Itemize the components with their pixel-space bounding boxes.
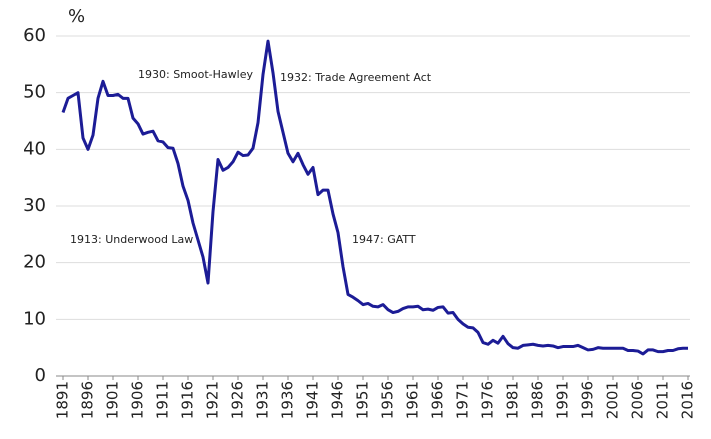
x-tick-label: 1916 xyxy=(179,381,197,419)
x-tick-label: 1956 xyxy=(379,381,397,419)
x-tick-label: 1906 xyxy=(129,381,147,419)
data-line xyxy=(61,39,688,356)
y-tick-label: 0 xyxy=(35,365,46,386)
x-tick-label: 1911 xyxy=(154,381,172,419)
x-tick-label: 1921 xyxy=(204,381,222,419)
x-tick-label: 1986 xyxy=(529,381,547,419)
annotation: 1913: Underwood Law xyxy=(70,233,193,246)
x-tick-label: 1976 xyxy=(479,381,497,419)
y-tick-label: 50 xyxy=(23,82,46,103)
x-tick-label: 1896 xyxy=(79,381,97,419)
x-tick-label: 1996 xyxy=(579,381,597,419)
annotation: 1930: Smoot-Hawley xyxy=(138,68,253,81)
x-tick-label: 1936 xyxy=(279,381,297,419)
x-tick-label: 1951 xyxy=(354,381,372,419)
x-tick-label: 1931 xyxy=(254,381,272,419)
x-tick-label: 1961 xyxy=(404,381,422,419)
annotation: 1947: GATT xyxy=(352,233,416,246)
x-tick-label: 2011 xyxy=(654,381,672,419)
x-tick-label: 1941 xyxy=(304,381,322,419)
y-tick-label: 60 xyxy=(23,25,46,46)
x-tick-label: 1891 xyxy=(54,381,72,419)
x-tick-label: 1981 xyxy=(504,381,522,419)
x-tick-label: 1926 xyxy=(229,381,247,419)
x-tick-label: 2006 xyxy=(629,381,647,419)
x-tick-label: 2001 xyxy=(604,381,622,419)
x-tick-label: 2016 xyxy=(679,381,697,419)
y-axis-label: % xyxy=(68,6,85,27)
y-tick-label: 40 xyxy=(23,138,46,159)
x-tick-label: 1901 xyxy=(104,381,122,419)
x-tick-label: 1971 xyxy=(454,381,472,419)
y-tick-label: 10 xyxy=(23,308,46,329)
y-tick-label: 20 xyxy=(23,252,46,273)
annotation: 1932: Trade Agreement Act xyxy=(280,71,432,84)
x-tick-label: 1966 xyxy=(429,381,447,419)
y-tick-label: 30 xyxy=(23,195,46,216)
x-tick-label: 1946 xyxy=(329,381,347,419)
x-tick-label: 1991 xyxy=(554,381,572,419)
